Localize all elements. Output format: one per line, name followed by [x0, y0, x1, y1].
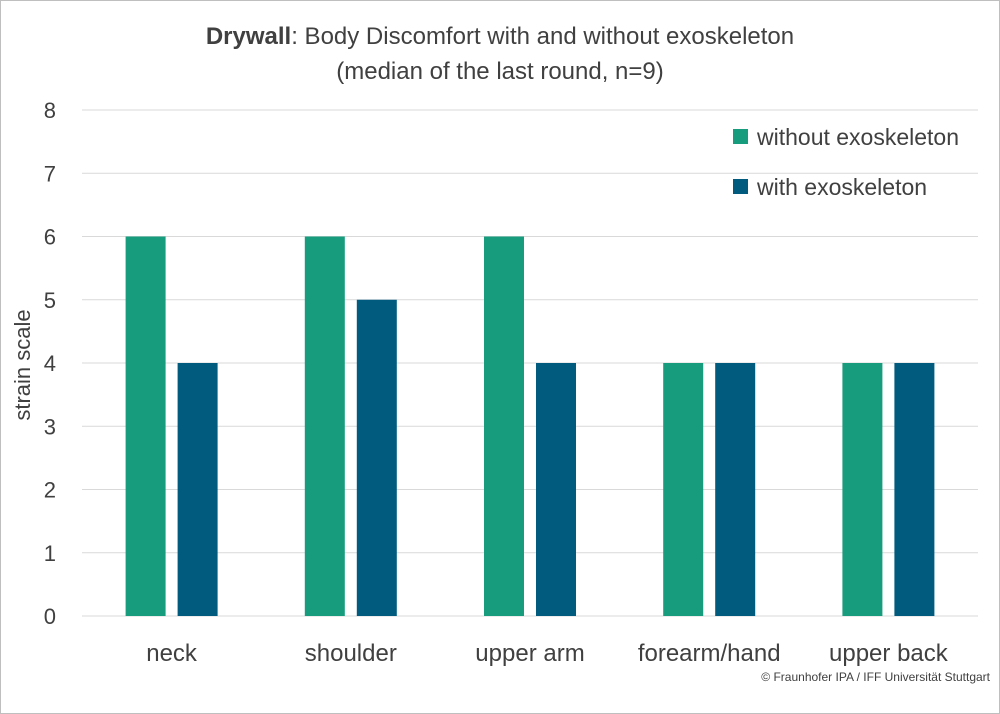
- category-label: neck: [146, 640, 198, 667]
- y-tick-label: 4: [44, 351, 56, 376]
- bar-without-exoskeleton-shoulder: [304, 236, 345, 616]
- chart-subtitle: (median of the last round, n=9): [336, 58, 664, 85]
- bar-without-exoskeleton-upper-back: [842, 363, 883, 616]
- bar-with-exoskeleton-forearm-hand: [715, 363, 756, 616]
- category-label: forearm/hand: [638, 640, 781, 667]
- bars: [125, 236, 935, 616]
- category-label: upper back: [829, 640, 949, 667]
- legend: without exoskeleton with exoskeleton: [733, 124, 959, 200]
- bar-without-exoskeleton-neck: [125, 236, 166, 616]
- y-tick-label: 0: [44, 604, 56, 629]
- bar-with-exoskeleton-upper-back: [894, 363, 935, 616]
- y-tick-label: 7: [44, 161, 56, 186]
- bar-without-exoskeleton-upper-arm: [484, 236, 524, 616]
- bar-with-exoskeleton-shoulder: [356, 299, 397, 616]
- chart-title-bold: Drywall: [206, 23, 291, 50]
- legend-label: with exoskeleton: [756, 174, 927, 200]
- legend-swatch: [733, 129, 748, 144]
- y-axis-title: strain scale: [10, 309, 35, 420]
- y-tick-label: 1: [44, 541, 56, 566]
- bar-with-exoskeleton-neck: [177, 363, 218, 616]
- legend-swatch: [733, 179, 748, 194]
- y-tick-label: 2: [44, 478, 56, 503]
- bar-without-exoskeleton-forearm-hand: [663, 363, 704, 616]
- y-tick-label: 8: [44, 98, 56, 123]
- bar-with-exoskeleton-upper-arm: [536, 363, 576, 616]
- y-tick-labels: 0 1 2 3 4 5 6 7 8: [44, 98, 56, 629]
- y-tick-label: 6: [44, 225, 56, 250]
- copyright-notice: © Fraunhofer IPA / IFF Universität Stutt…: [761, 670, 990, 684]
- chart-title: Drywall: Body Discomfort with and withou…: [206, 23, 794, 50]
- gridlines: [82, 109, 978, 617]
- y-tick-label: 3: [44, 414, 56, 439]
- category-label: upper arm: [475, 640, 584, 667]
- category-labels: neck shoulder upper arm forearm/hand upper b…: [146, 640, 949, 667]
- legend-label: without exoskeleton: [756, 124, 959, 150]
- y-tick-label: 5: [44, 288, 56, 313]
- category-label: shoulder: [305, 640, 397, 667]
- chart-title-rest: : Body Discomfort with and without exosk…: [291, 23, 794, 50]
